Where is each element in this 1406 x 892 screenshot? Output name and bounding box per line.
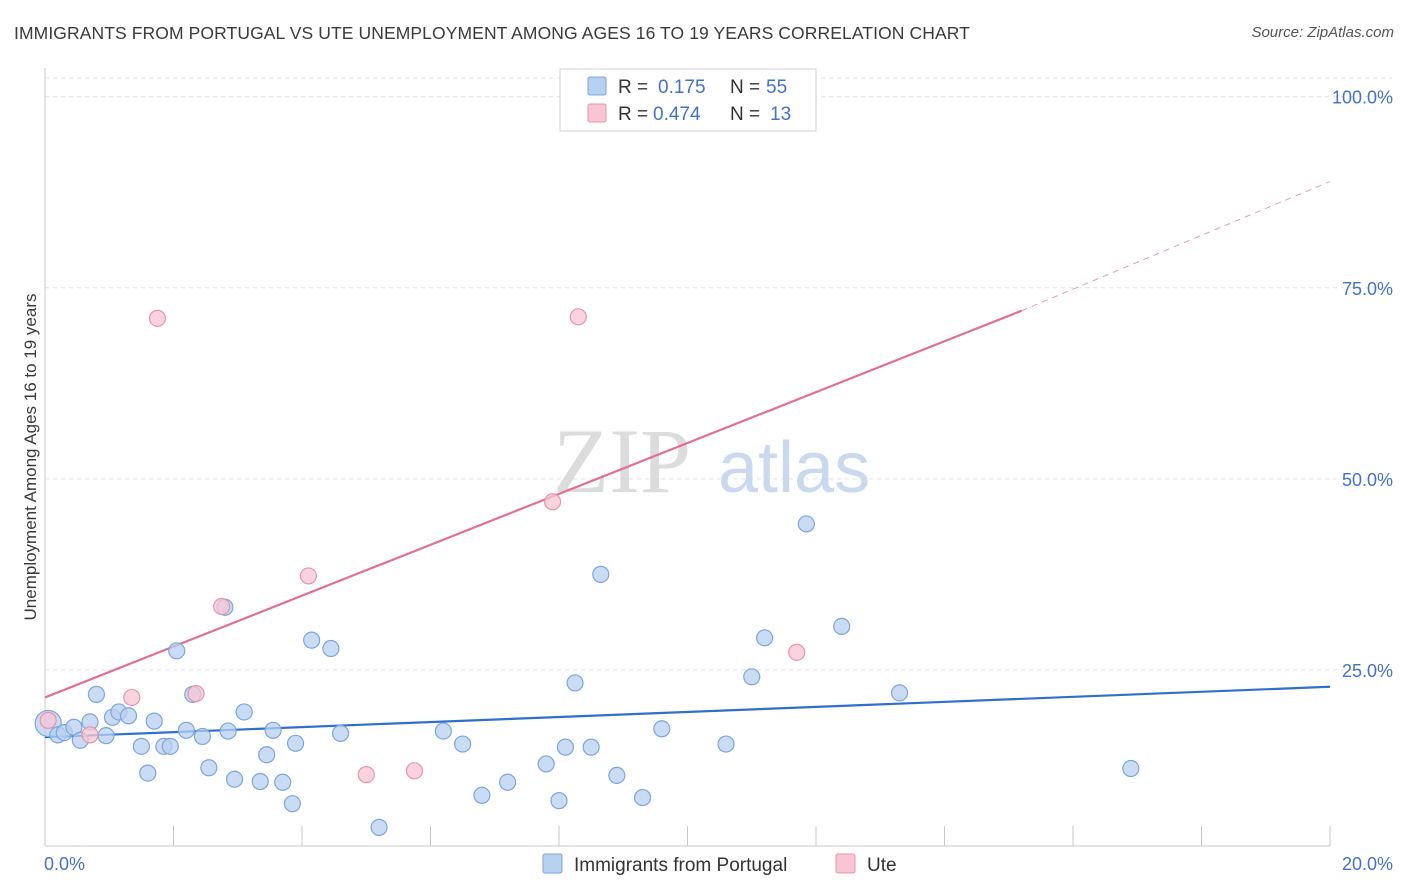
point-ute [357, 766, 375, 784]
x-tick-label: 20.0% [1342, 854, 1393, 874]
point-portugal [251, 772, 269, 791]
point-portugal [1122, 759, 1140, 778]
watermark-atlas: atlas [718, 428, 870, 508]
point-portugal [499, 773, 517, 791]
point-portugal [161, 737, 179, 755]
point-portugal [370, 818, 388, 836]
trend-line-ute [1021, 181, 1331, 312]
point-portugal [755, 629, 774, 647]
point-portugal [797, 515, 815, 533]
bottom-legend: Immigrants from Portugal Ute [542, 853, 897, 876]
watermark: ZIP atlas [553, 410, 870, 512]
legend-r-value-1: 0.175 [658, 77, 706, 98]
bottom-legend-label-portugal: Immigrants from Portugal [574, 855, 787, 876]
point-portugal [274, 773, 292, 791]
point-portugal [139, 764, 157, 782]
y-axis-title: Unemployment Among Ages 16 to 19 years [21, 294, 40, 621]
source-label: Source: ZipAtlas.com [1251, 24, 1394, 41]
point-portugal [890, 684, 909, 702]
point-portugal [434, 722, 452, 740]
legend-n-value-1: 55 [766, 77, 787, 98]
point-portugal [556, 738, 575, 756]
trend-lines [44, 181, 1331, 739]
point-portugal [177, 721, 195, 739]
bottom-legend-swatch-pink [835, 853, 856, 874]
point-ute [123, 688, 141, 707]
point-portugal [608, 766, 626, 784]
bottom-legend-label-ute: Ute [867, 855, 897, 876]
legend-r-label-2: R = [618, 104, 648, 125]
point-portugal [633, 788, 652, 807]
point-portugal [454, 735, 472, 753]
point-portugal [566, 674, 584, 692]
trend-line-portugal [44, 685, 1331, 739]
point-portugal [743, 668, 761, 686]
y-tick-label: 50.0% [1342, 470, 1393, 490]
point-ute [299, 567, 318, 585]
point-portugal [833, 617, 851, 635]
chart-title: IMMIGRANTS FROM PORTUGAL VS UTE UNEMPLOY… [14, 23, 970, 43]
legend: R = 0.175 N = 55 R = 0.474 N = 13 [559, 68, 817, 132]
point-portugal [193, 727, 212, 746]
y-tick-labels: 25.0% 50.0% 75.0% 100.0% [1332, 88, 1393, 681]
x-tick-label: 0.0% [44, 854, 85, 874]
point-portugal [87, 685, 106, 703]
point-portugal [132, 737, 150, 755]
y-tick-label: 75.0% [1342, 279, 1393, 299]
point-ute [187, 685, 205, 703]
point-ute [39, 711, 57, 729]
trend-line-ute [44, 309, 1023, 699]
point-ute [405, 762, 424, 780]
legend-n-label-2: N = [730, 104, 760, 125]
data-points [34, 88, 1140, 836]
point-portugal [303, 631, 321, 649]
y-tick-label: 100.0% [1332, 88, 1393, 108]
point-portugal [168, 642, 186, 660]
legend-r-label-1: R = [618, 77, 648, 98]
point-portugal [145, 712, 163, 730]
point-portugal [550, 792, 568, 810]
x-tick-labels: 0.0% 20.0% [44, 854, 1393, 874]
point-ute [569, 308, 587, 326]
point-ute [543, 493, 562, 511]
watermark-zip: ZIP [553, 410, 691, 512]
point-portugal [537, 755, 555, 773]
point-portugal [200, 759, 218, 777]
point-portugal [97, 727, 115, 745]
point-ute [81, 726, 99, 744]
point-portugal [225, 770, 244, 788]
point-portugal [235, 703, 253, 721]
gridlines [45, 77, 1392, 671]
point-portugal [322, 639, 340, 658]
legend-n-value-2: 13 [770, 104, 791, 125]
point-portugal [258, 746, 276, 764]
point-ute [148, 309, 167, 327]
point-portugal [582, 738, 600, 756]
point-portugal [119, 707, 138, 725]
point-portugal [473, 786, 491, 804]
bottom-legend-swatch-blue [542, 853, 563, 874]
point-portugal [286, 734, 305, 752]
legend-n-label-1: N = [730, 77, 760, 98]
legend-r-value-2: 0.474 [653, 104, 701, 125]
legend-swatch-blue [587, 76, 607, 96]
point-ute [213, 597, 231, 616]
point-portugal [283, 795, 301, 813]
point-portugal [592, 565, 610, 583]
point-ute [788, 643, 806, 661]
point-portugal [331, 724, 350, 742]
y-tick-label: 25.0% [1342, 661, 1393, 681]
point-portugal [717, 735, 735, 753]
point-portugal [653, 720, 671, 738]
point-portugal [264, 721, 282, 739]
legend-swatch-pink [587, 103, 607, 123]
point-portugal [219, 722, 237, 740]
